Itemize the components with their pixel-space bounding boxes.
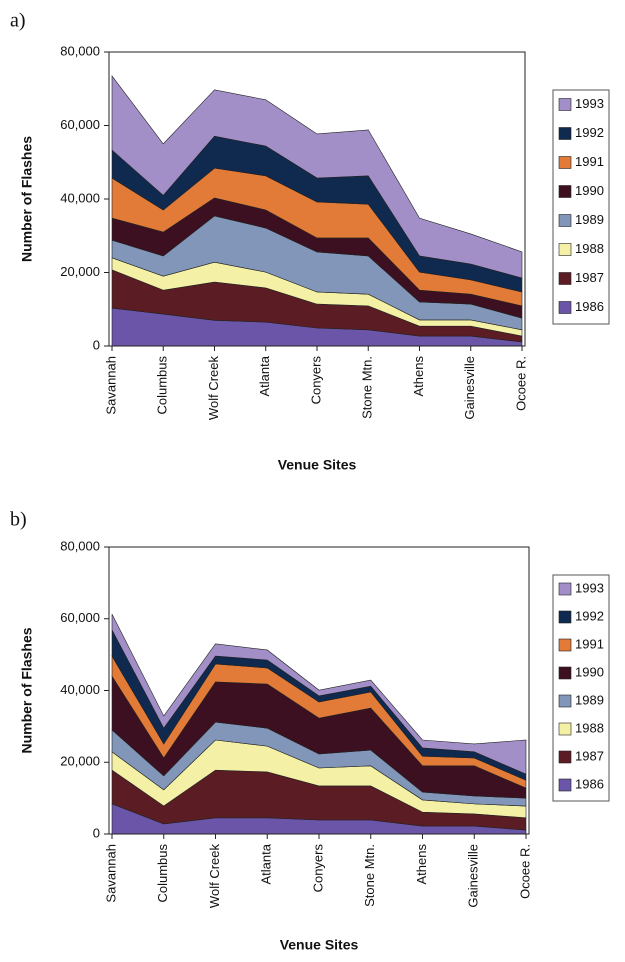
legend-swatch — [558, 127, 572, 140]
x-tick-label: Athens — [411, 356, 426, 397]
x-tick-label: Wolf Creek — [206, 356, 221, 421]
legend-label: 1987 — [575, 270, 604, 285]
legend-swatch — [558, 185, 572, 198]
panel-label: a) — [10, 10, 26, 32]
y-axis-title: Number of Flashes — [19, 136, 35, 262]
legend-swatch — [558, 638, 572, 652]
y-tick-label: 20,000 — [60, 264, 100, 279]
x-tick-label: Conyers — [308, 356, 323, 405]
legend-swatch — [558, 214, 572, 227]
x-axis-title: Venue Sites — [278, 457, 357, 473]
legend-swatch — [558, 98, 572, 111]
x-tick-label: Columbus — [155, 356, 170, 415]
legend-label: 1988 — [575, 720, 604, 735]
x-tick-label: Wolf Creek — [207, 844, 222, 909]
legend-swatch — [558, 301, 572, 314]
legend-label: 1986 — [575, 299, 604, 314]
legend-label: 1988 — [575, 241, 604, 256]
legend-label: 1993 — [575, 580, 604, 595]
legend-swatch — [558, 156, 572, 169]
legend-swatch — [558, 243, 572, 256]
panel-label: b) — [10, 509, 27, 531]
legend-label: 1992 — [575, 125, 604, 140]
legend-label: 1991 — [575, 154, 604, 169]
legend-label: 1989 — [575, 212, 604, 227]
x-tick-label: Savannah — [103, 356, 118, 415]
legend-label: 1986 — [575, 776, 604, 791]
legend-swatch — [558, 582, 572, 596]
area — [111, 74, 523, 279]
x-tick-label: Stone Mtn. — [362, 844, 377, 907]
y-tick-label: 0 — [93, 337, 100, 352]
x-tick-label: Atlanta — [257, 355, 272, 396]
x-tick-label: Atlanta — [259, 843, 274, 884]
legend-swatch — [558, 272, 572, 285]
legend-label: 1990 — [575, 183, 604, 198]
legend-swatch — [558, 610, 572, 624]
x-tick-label: Gainesville — [466, 844, 481, 908]
legend-label: 1992 — [575, 608, 604, 623]
y-tick-label: 80,000 — [60, 538, 100, 553]
x-tick-label: Stone Mtn. — [360, 356, 375, 419]
x-tick-label: Athens — [414, 844, 429, 885]
y-tick-label: 60,000 — [60, 610, 100, 625]
legend-swatch — [558, 778, 572, 792]
legend-label: 1990 — [575, 664, 604, 679]
x-tick-label: Gainesville — [462, 356, 477, 420]
x-tick-label: Ocoee R. — [513, 356, 528, 411]
y-axis-title: Number of Flashes — [19, 627, 35, 753]
legend-swatch — [558, 694, 572, 708]
y-tick-label: 0 — [93, 825, 100, 840]
legend-swatch — [558, 750, 572, 764]
y-tick-label: 20,000 — [60, 754, 100, 769]
legend-swatch — [558, 722, 572, 736]
y-tick-label: 40,000 — [60, 682, 100, 697]
x-tick-label: Columbus — [155, 844, 170, 903]
x-tick-label: Ocoee R. — [517, 844, 532, 899]
legend-label: 1993 — [575, 96, 604, 111]
x-tick-label: Savannah — [103, 844, 118, 903]
legend-label: 1989 — [575, 692, 604, 707]
legend-label: 1991 — [575, 636, 604, 651]
x-tick-label: Conyers — [310, 844, 325, 893]
y-tick-label: 40,000 — [60, 190, 100, 205]
x-axis-title: Venue Sites — [280, 937, 359, 953]
area — [111, 613, 527, 775]
y-tick-label: 60,000 — [60, 117, 100, 132]
y-tick-label: 80,000 — [60, 43, 100, 58]
legend-label: 1987 — [575, 748, 604, 763]
legend-swatch — [558, 666, 572, 680]
